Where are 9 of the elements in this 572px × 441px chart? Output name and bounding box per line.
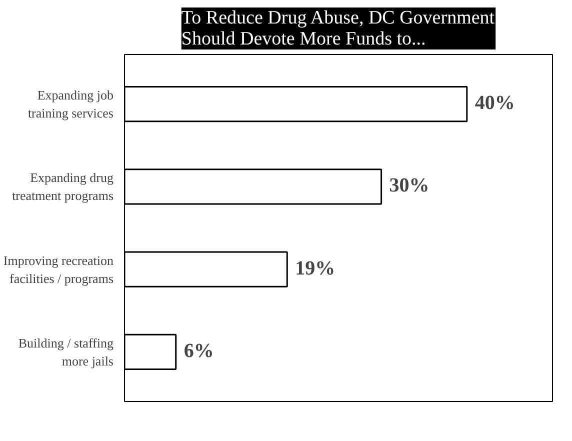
y-tick-label: Expanding job training services <box>28 88 114 121</box>
y-tick-label: Expanding drug treatment programs <box>12 170 114 204</box>
y-tick-label: Building / staffing more jails <box>18 335 114 368</box>
data-label: 30% <box>389 174 430 197</box>
data-label: 19% <box>295 257 336 280</box>
data-label: 40% <box>474 92 515 114</box>
y-tick-label: Improving recreation facilities / programs <box>3 252 114 286</box>
chart-title: To Reduce Drug Abuse, DC Government Should Devote More Funds to... <box>181 8 496 50</box>
data-label: 6% <box>184 340 214 362</box>
